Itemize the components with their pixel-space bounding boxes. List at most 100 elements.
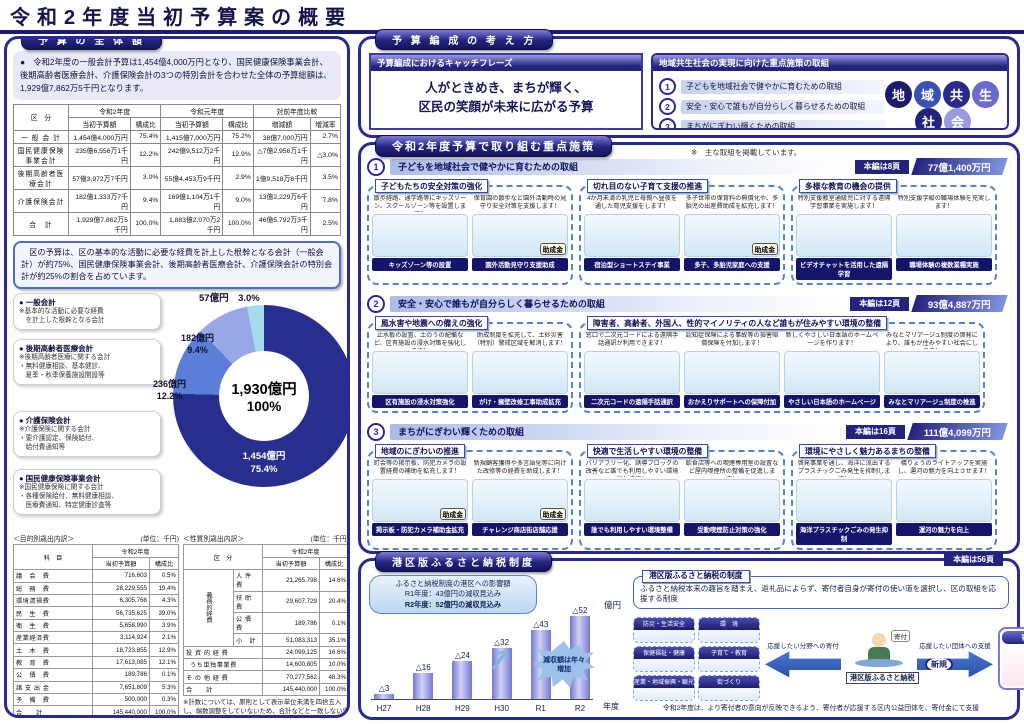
community-circle: 会: [944, 107, 971, 128]
table-row: 区 分 令和2年度 令和元年度 対前年度比較: [13, 103, 342, 131]
number-circle: 1: [659, 78, 676, 95]
table-row: 国民健康保険事業会計 235億6,556万1千円 12.2% 242億9,512万2千…: [13, 142, 342, 167]
page-ref-badge: 本編は12頁: [850, 296, 910, 311]
group-support-arrow: 応援したい団体への支援 新規: [917, 640, 993, 678]
measure-card: 止水板の設置、土のうの配備など、区有施設の浸水対策を強化します！区有施設の浸水対…: [372, 332, 468, 408]
measure-card: 認知症保険による事故等の損害賠償保険を付加します！ おかえりサポートへの保障付加: [684, 332, 780, 408]
measure-group: 地域のにぎわいの推進 町会等の掲示板、防犯カメラの設置経費の補助を拡充します！助…: [367, 444, 573, 550]
cell: 2.7%: [309, 129, 342, 144]
table-row: 環境清掃費 6,305,768 4.3%: [13, 593, 179, 608]
table-row: 衛 生 費 5,658,990 3.9%: [13, 618, 179, 633]
cell: 対前年度比較: [252, 103, 342, 118]
cell: 235億6,556万1千円: [67, 142, 131, 167]
priority-note: ※ 主な取組を掲載しています。: [691, 148, 802, 157]
table-row: 予 備 費 500,000 0.3%: [13, 692, 179, 707]
cell: 令和2年度: [92, 544, 179, 558]
cell: 国民健康保険事業会計: [13, 142, 69, 167]
illustration: [796, 478, 892, 522]
cell: 構成比: [149, 556, 179, 571]
cell: 合 計: [13, 211, 69, 236]
measure-card: 飲食店等への喫煙専用室の設置など屋内喫煙所の整備を促進します！受動喫煙防止対策の…: [684, 460, 780, 536]
measure-card: 助成制度を拡充して、土砂災害（特別）警戒区域を解消します！ がけ・擁壁改修工事助成…: [472, 332, 568, 408]
measure-group: 子どもたちの安全対策の強化 散歩経路、通学路等にキッズゾーン、スクールゾーン等を…: [367, 179, 573, 285]
purpose-expenditure: ＜目的別歳出内訳＞ (単位：千円) 科 目令和2年度 当初予算額 構成比 議 会 …: [13, 533, 179, 715]
community-box: 地域共生社会の実現に向けた重点施策の取組 1 子どもを地域社会で健やかに育むための…: [651, 53, 1009, 130]
illustration: [896, 478, 992, 522]
cell: 一 般 会 計: [13, 129, 69, 144]
illustration: がんばろう！: [1002, 644, 1024, 687]
measure-group: 多様な教育の機会の提供 特別支援教室通級児に対する遠隔学習事業を実施します！ ビデ…: [791, 179, 997, 285]
table-row: 小 計 51,083,313 35.1%: [184, 633, 347, 647]
measure-group: 環境にやさしく魅力あるまちの整備 啓発事業を通し、海洋に流出するプラスチックごみ…: [791, 444, 997, 550]
measure-card: 保育園の散歩など園外活動時の見守り安全対策を支援します！ 助成金 園外活動見守り支援…: [472, 195, 568, 271]
measure-card: 窓口で二次元コードによる遠隔手話通訳が利用できます！ 二次元コードの遠隔手話通訳: [584, 332, 680, 408]
page-ref-badge: 本編は56頁: [944, 552, 1003, 566]
grant-badge: 助成金: [539, 507, 566, 520]
cell: 区 分: [13, 103, 69, 131]
block-number: 3: [367, 422, 385, 441]
measure-card: 多子世帯の保育料の無償化や、多胎児の出産費助成を拡充します！ 助成金 多子、多胎児家…: [684, 195, 780, 271]
cell: 当初予算額: [262, 556, 320, 571]
impact-bubble: ふるさと納税制度の港区への影響額 R1年度：43億円の減収見込み R2年度：52…: [369, 575, 537, 615]
cell: 75.4%: [129, 129, 162, 144]
cell: 令和2年度: [67, 103, 162, 118]
legend-general-account: ● 一般会計 ※基本的な活動に必要な経費 を計上した根幹となる会計: [13, 293, 161, 331]
cell: 2.9%: [222, 165, 254, 190]
illustration: [634, 629, 694, 642]
block-amount: 77億1,400万円: [911, 158, 1008, 175]
x-tick: H29: [455, 704, 470, 713]
donut-label-57: 57億円 3.0%: [199, 293, 260, 305]
community-circles: 地 域 共 生 社 会: [885, 79, 1001, 128]
table-row: 当初予算額 構成比 当初予算額 構成比 増減額 増減率: [14, 116, 342, 131]
nature-expenditure: ＜性質別歳出内訳＞ (単位：千円) 区 分令和2年度 当初予算額 構成比 義務的経…: [183, 533, 347, 715]
category-tile: 防災・生活安全: [633, 616, 695, 643]
catchphrase-box: 予算編成におけるキャッチフレーズ 人がときめき、まちが輝く、 区民の笑顔が未来に…: [369, 53, 643, 130]
nature-table: 区 分令和2年度 当初予算額 構成比 義務的経費人 件 費 21,265,798 14…: [183, 544, 347, 697]
cell: 当初予算額: [92, 556, 150, 571]
measure-card: 特別支援教室通級児に対する遠隔学習事業を実施します！ ビデオチャットを活用した遠隔…: [796, 195, 892, 280]
x-tick: H27: [376, 704, 392, 713]
number-circle: 3: [659, 118, 676, 128]
cell: 9.4%: [129, 188, 162, 213]
purpose-table-title: ＜目的別歳出内訳＞: [13, 536, 75, 544]
page-ref-badge: 本編は16頁: [846, 424, 905, 439]
community-header: 地域共生社会の実現に向けた重点施策の取組: [653, 55, 1007, 71]
page-title: 令和2年度当初予算案の概要: [10, 7, 353, 29]
priority-tab: 令和2年度予算で取り組む重点施策: [375, 135, 613, 157]
measure-card: 新規顧客獲得や多言語化等に向けた改修等の経費を助成します！ 助成金 チャレンジ商店街…: [472, 460, 568, 536]
system-title-tab: 港区版ふるさと納税の制度: [642, 570, 750, 583]
table-row: 諸 支 出 金 7,651,809 5.3%: [13, 680, 179, 694]
donation-categories: 防災・生活安全 環 境 保健福祉・健康 子育て・教育 産業・地域振興・観光 街づ…: [633, 616, 760, 701]
cell: 構成比: [319, 556, 347, 571]
legend-elderly-medical: ● 後期高齢者医療会計 ※後期高齢者医療に関する会計 ・無料健康相談、基本健診、…: [13, 339, 161, 386]
nature-table-title: ＜性質別歳出内訳＞: [183, 536, 245, 544]
x-tick: H28: [415, 704, 431, 713]
donut-section: ● 一般会計 ※基本的な活動に必要な経費 を計上した根幹となる会計 ● 後期高齢…: [13, 293, 347, 527]
illustration: 助成金: [372, 478, 468, 522]
measure-card: 啓発事業を通し、海洋に流出するプラスチックごみ発生を抑制します！海洋プラスチック…: [796, 460, 892, 545]
table-row: 一 般 会 計 1,454億4,000万円 75.4% 1,415億7,000万円 75…: [13, 129, 342, 144]
illustration: [634, 658, 694, 671]
catchphrase-header: 予算編成におけるキャッチフレーズ: [371, 55, 641, 71]
cell: 2.5%: [309, 211, 342, 236]
illustration: [796, 213, 892, 257]
table-row: 土 木 費 18,723,855 12.9%: [13, 643, 179, 657]
donut-label-1454: 1,454億円 75.4%: [242, 451, 286, 475]
illustration: [584, 350, 680, 394]
cell: 構成比: [222, 116, 254, 131]
illustration: [472, 350, 568, 394]
bar: [413, 673, 434, 699]
bar: [452, 661, 473, 699]
measure-card: 町会等の掲示板、防犯カメラの設置経費の補助を拡充します！ 助成金 掲示板・防犯カメラ…: [372, 460, 468, 536]
table-row: 投 資 的 経 費 24,099,125 16.6%: [183, 645, 347, 660]
table-row: 合 計 1,929億7,862万5千円 100.0% 1,883億2,070万2千円 1…: [13, 211, 342, 236]
cell: 12.2%: [129, 142, 162, 167]
community-item: 1 子どもを地域社会で健やかに育むための取組: [659, 78, 885, 95]
illustration: [584, 213, 680, 257]
cell: 当初予算額: [67, 116, 131, 131]
donut-label-236: 236億円 12.2%: [153, 379, 187, 402]
table-row: 後期高齢者医療会計 57億3,972万7千円 3.0% 55億4,453万9千円 2.9…: [13, 165, 342, 190]
grant-badge: 助成金: [751, 242, 778, 255]
legend-national-health: ● 国民健康保険事業会計 ※国民健康保険に関する会計 ・各種保険給付、無料健康相…: [13, 469, 161, 516]
cell: 科 目: [13, 544, 93, 571]
